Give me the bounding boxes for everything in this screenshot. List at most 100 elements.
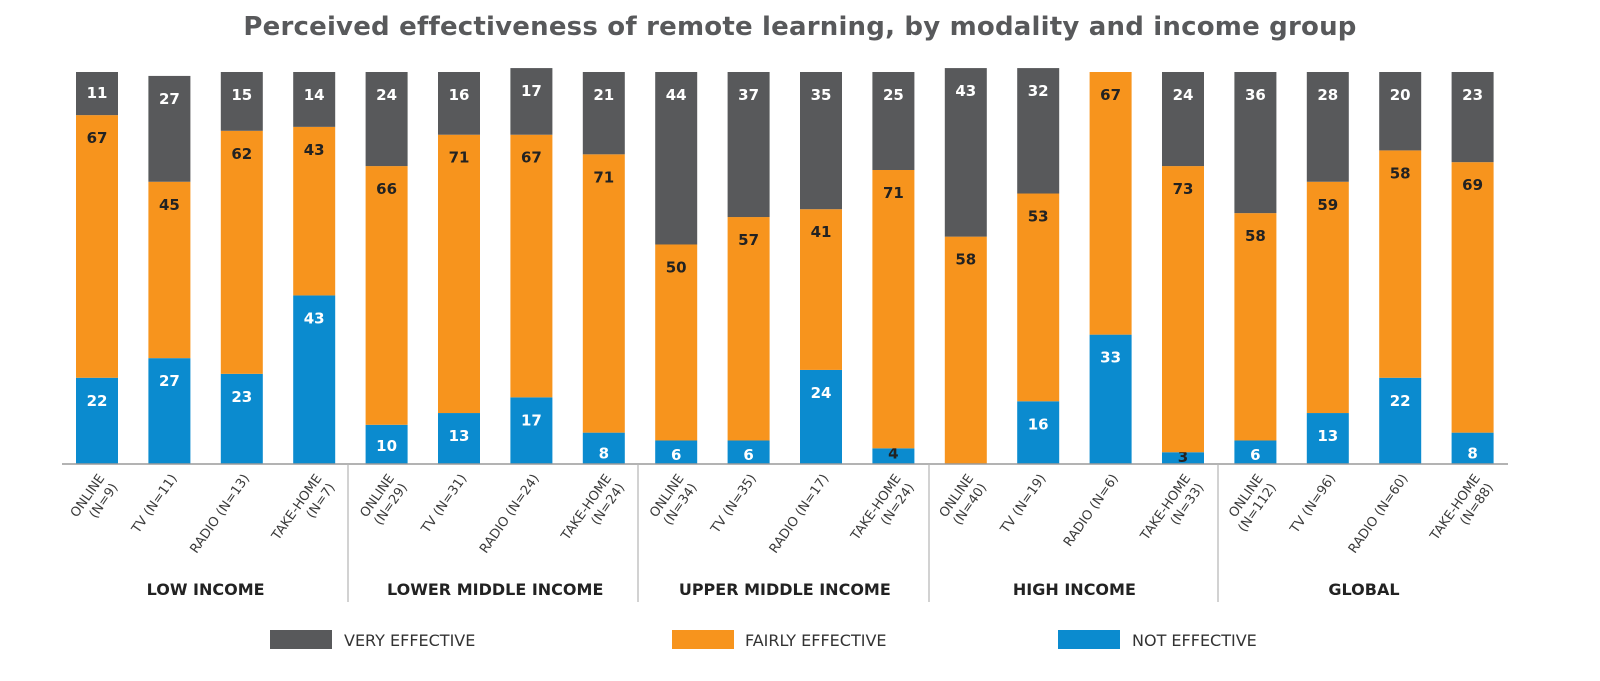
bar-segment-fairly-effective bbox=[76, 115, 118, 378]
data-label: 6 bbox=[1250, 446, 1260, 464]
bar-segment-very-effective bbox=[1162, 72, 1204, 167]
category-label-line: RADIO (N=24) bbox=[477, 472, 543, 557]
chart-title: Perceived effectiveness of remote learni… bbox=[243, 12, 1357, 42]
bar-segment-very-effective bbox=[365, 72, 408, 167]
data-label: 28 bbox=[1317, 86, 1338, 104]
bar-segment-fairly-effective bbox=[1379, 150, 1422, 378]
data-label: 33 bbox=[1100, 349, 1121, 367]
bar-segment-fairly-effective bbox=[800, 209, 842, 370]
data-label: 13 bbox=[449, 427, 470, 445]
bar-segment-very-effective bbox=[438, 72, 480, 135]
data-label: 44 bbox=[666, 86, 687, 104]
data-label: 71 bbox=[449, 149, 470, 167]
bar-segment-very-effective bbox=[727, 72, 770, 218]
data-label: 66 bbox=[376, 180, 397, 198]
category-label: RADIO (N=17) bbox=[767, 472, 833, 557]
data-label: 25 bbox=[883, 86, 904, 104]
bar-segment-fairly-effective bbox=[1234, 213, 1277, 441]
data-label: 6 bbox=[671, 446, 681, 464]
data-label: 8 bbox=[1467, 445, 1477, 463]
data-label: 73 bbox=[1173, 180, 1194, 198]
data-label: 43 bbox=[955, 82, 976, 100]
data-label: 58 bbox=[955, 251, 976, 269]
data-label: 67 bbox=[87, 129, 108, 147]
bar-segment-not-effective bbox=[655, 440, 698, 464]
bar-segment-fairly-effective bbox=[293, 126, 336, 296]
legend-label: FAIRLY EFFECTIVE bbox=[745, 631, 887, 650]
data-label: 27 bbox=[159, 90, 180, 108]
bar-segment-fairly-effective bbox=[148, 181, 191, 359]
category-label: ONLINE(N=112) bbox=[1223, 472, 1280, 535]
category-label: TV (N=31) bbox=[418, 472, 470, 537]
data-label: 27 bbox=[159, 372, 180, 390]
bar-segment-not-effective bbox=[1306, 413, 1349, 464]
data-label: 14 bbox=[304, 86, 325, 104]
bar-segment-not-effective bbox=[1089, 334, 1132, 464]
category-label: TAKE-HOME(N=33) bbox=[1137, 472, 1207, 553]
bar-segment-very-effective bbox=[148, 75, 191, 182]
bar-segment-very-effective bbox=[76, 72, 118, 116]
group-label: HIGH INCOME bbox=[1013, 580, 1136, 599]
bar-segment-not-effective bbox=[1162, 452, 1204, 464]
data-label: 58 bbox=[1390, 164, 1411, 182]
category-label: ONLINE(N=40) bbox=[937, 472, 990, 530]
data-label: 67 bbox=[1100, 86, 1121, 104]
data-label: 22 bbox=[87, 392, 108, 410]
data-label: 23 bbox=[231, 388, 252, 406]
data-label: 35 bbox=[811, 86, 832, 104]
category-label: RADIO (N=60) bbox=[1346, 472, 1412, 557]
category-label-line: TV (N=96) bbox=[1287, 472, 1339, 537]
bar-segment-fairly-effective bbox=[727, 217, 770, 441]
group-label: UPPER MIDDLE INCOME bbox=[679, 580, 891, 599]
data-label: 36 bbox=[1245, 86, 1266, 104]
data-label: 41 bbox=[811, 223, 832, 241]
bar-segment-very-effective bbox=[1306, 72, 1349, 182]
data-label: 21 bbox=[593, 86, 614, 104]
bar-segment-very-effective bbox=[1451, 72, 1494, 163]
data-label: 59 bbox=[1317, 196, 1338, 214]
category-label: TAKE-HOME(N=7) bbox=[269, 472, 339, 553]
data-label: 24 bbox=[1173, 86, 1194, 104]
bar-segment-very-effective bbox=[220, 72, 263, 131]
category-label: TV (N=96) bbox=[1287, 472, 1339, 537]
data-label: 20 bbox=[1390, 86, 1411, 104]
bar-segment-not-effective bbox=[510, 397, 553, 464]
bar-segment-fairly-effective bbox=[1451, 162, 1494, 433]
bar-segment-not-effective bbox=[220, 373, 263, 464]
category-label: RADIO (N=13) bbox=[187, 472, 253, 557]
bar-segment-very-effective bbox=[1379, 72, 1422, 151]
category-label: TAKE-HOME(N=24) bbox=[848, 472, 918, 553]
bar-segment-fairly-effective bbox=[220, 130, 263, 374]
bar-segment-very-effective bbox=[510, 68, 553, 135]
legend-swatch-not-effective bbox=[1058, 630, 1120, 649]
bar-segment-not-effective bbox=[872, 448, 915, 464]
group-label: GLOBAL bbox=[1328, 580, 1399, 599]
data-label: 45 bbox=[159, 196, 180, 214]
bar-segment-not-effective bbox=[727, 440, 770, 464]
bar-segment-not-effective bbox=[582, 432, 625, 464]
data-label: 71 bbox=[883, 184, 904, 202]
data-label: 17 bbox=[521, 411, 542, 429]
bar-segment-very-effective bbox=[944, 68, 987, 237]
bar-segment-very-effective bbox=[872, 72, 915, 170]
legend-swatch-fairly-effective bbox=[672, 630, 734, 649]
bar-segment-not-effective bbox=[365, 424, 408, 464]
bar-segment-fairly-effective bbox=[1089, 72, 1132, 335]
bar-segment-not-effective bbox=[438, 413, 480, 464]
category-label-line: RADIO (N=13) bbox=[187, 472, 253, 557]
data-label: 53 bbox=[1028, 208, 1049, 226]
category-label-line: RADIO (N=6) bbox=[1061, 472, 1122, 550]
data-label: 6 bbox=[743, 446, 753, 464]
legend-swatch-very-effective bbox=[270, 630, 332, 649]
data-label: 24 bbox=[376, 86, 397, 104]
bar-segment-fairly-effective bbox=[655, 244, 698, 441]
category-label: TV (N=19) bbox=[997, 472, 1049, 537]
data-label: 62 bbox=[231, 145, 252, 163]
bar-segment-very-effective bbox=[293, 72, 336, 127]
bar-segment-not-effective bbox=[293, 295, 336, 464]
category-label: ONLINE(N=34) bbox=[647, 472, 700, 530]
category-label-line: TV (N=11) bbox=[129, 472, 181, 537]
data-label: 67 bbox=[521, 149, 542, 167]
data-label: 71 bbox=[593, 168, 614, 186]
bar-segment-very-effective bbox=[655, 72, 698, 245]
